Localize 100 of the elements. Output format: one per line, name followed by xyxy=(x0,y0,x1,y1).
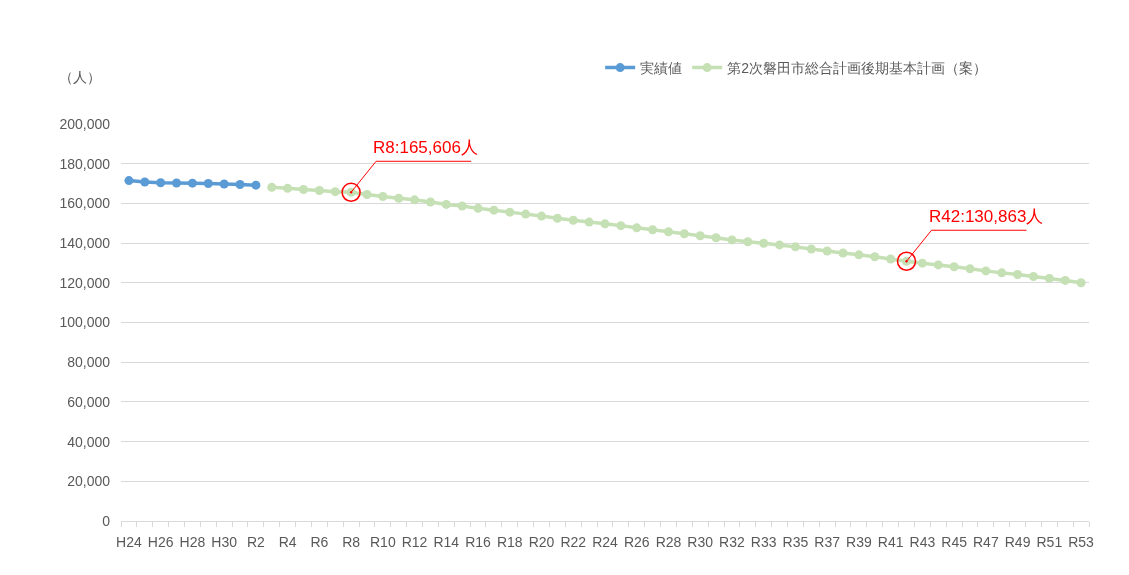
point xyxy=(981,266,991,276)
x-tick-label: H30 xyxy=(211,533,238,550)
point xyxy=(489,205,499,215)
point xyxy=(267,182,277,192)
x-tick-label: R28 xyxy=(655,533,682,550)
x-tick-label: R47 xyxy=(973,533,999,550)
point xyxy=(552,213,562,223)
point xyxy=(235,180,245,190)
point xyxy=(632,223,642,233)
point xyxy=(457,201,467,211)
point xyxy=(298,185,308,195)
point xyxy=(648,225,658,235)
x-tick-label: R32 xyxy=(719,533,745,550)
y-tick-label: 120,000 xyxy=(59,274,111,291)
x-tick-label: R10 xyxy=(370,533,396,550)
legend-label: 実績値 xyxy=(640,60,683,77)
point xyxy=(743,237,753,247)
point xyxy=(330,187,340,197)
x-tick-label: R33 xyxy=(750,533,777,550)
point xyxy=(1076,278,1086,288)
y-tick-label: 80,000 xyxy=(67,354,111,371)
point xyxy=(473,203,483,213)
point xyxy=(505,207,515,217)
x-tick-label: R41 xyxy=(877,533,904,550)
point xyxy=(1028,271,1038,281)
point xyxy=(838,248,848,258)
point xyxy=(1044,273,1054,283)
point xyxy=(314,186,324,195)
point xyxy=(378,191,388,201)
x-tick-label: R8 xyxy=(342,533,361,550)
point xyxy=(568,215,578,225)
x-tick-label: H28 xyxy=(179,533,206,550)
point xyxy=(949,262,959,272)
point xyxy=(600,219,610,229)
x-tick-label: R39 xyxy=(846,533,872,550)
point xyxy=(1060,275,1070,285)
point xyxy=(711,233,721,243)
point xyxy=(1013,269,1023,279)
point xyxy=(124,176,134,186)
point xyxy=(933,260,943,270)
legend-label: 第2次磐田市総合計画後期基本計画（案） xyxy=(727,60,987,77)
x-tick-label: H24 xyxy=(116,533,142,550)
point xyxy=(806,244,816,254)
point xyxy=(251,180,261,190)
point xyxy=(854,250,864,260)
point xyxy=(663,227,673,237)
point xyxy=(917,258,927,268)
x-tick-label: R51 xyxy=(1036,533,1063,550)
x-tick-label: R30 xyxy=(687,533,714,550)
point xyxy=(886,254,896,264)
x-tick-label: R4 xyxy=(278,533,297,550)
point xyxy=(896,251,917,271)
point xyxy=(870,252,880,262)
point xyxy=(187,178,197,188)
x-tick-label: R18 xyxy=(496,533,523,550)
x-tick-label: R53 xyxy=(1068,533,1095,550)
x-tick-label: R24 xyxy=(592,533,619,550)
point xyxy=(521,209,531,219)
point xyxy=(341,182,361,203)
point xyxy=(203,179,213,189)
x-tick-label: R49 xyxy=(1004,533,1031,550)
point xyxy=(775,240,785,250)
point xyxy=(425,197,435,207)
x-tick-label: R14 xyxy=(433,533,460,550)
x-tick-label: H26 xyxy=(147,533,174,550)
y-tick-label: 20,000 xyxy=(67,473,111,490)
y-tick-label: 40,000 xyxy=(67,433,111,450)
point xyxy=(172,178,182,188)
point xyxy=(616,221,626,231)
point xyxy=(679,229,689,239)
y-tick-label: 140,000 xyxy=(59,235,111,251)
point xyxy=(140,177,150,187)
point xyxy=(537,211,547,221)
y-tick-label: 100,000 xyxy=(59,314,111,331)
y-tick-label: 160,000 xyxy=(59,195,111,212)
point xyxy=(727,235,737,245)
y-tick-label: 180,000 xyxy=(59,155,111,172)
y-tick-label: 60,000 xyxy=(67,393,111,410)
y-tick-label: 200,000 xyxy=(59,115,111,132)
point xyxy=(997,268,1007,278)
x-tick-label: R22 xyxy=(560,533,587,550)
x-tick-label: R12 xyxy=(401,533,428,550)
x-tick-label: R20 xyxy=(528,533,555,550)
point xyxy=(790,242,800,252)
x-tick-label: R16 xyxy=(465,533,492,550)
data-label: R8:165,606人 xyxy=(373,138,478,157)
point xyxy=(410,195,420,205)
point xyxy=(441,199,451,209)
y-tick-label: 0 xyxy=(102,512,111,529)
point xyxy=(394,193,404,203)
point xyxy=(362,189,372,199)
point xyxy=(219,179,229,189)
y-axis-title: （人） xyxy=(59,69,101,85)
point xyxy=(156,178,166,188)
x-tick-label: R37 xyxy=(814,533,841,550)
point xyxy=(759,238,769,248)
x-tick-label: R45 xyxy=(941,533,968,550)
x-tick-label: R35 xyxy=(782,533,809,550)
x-tick-label: R43 xyxy=(909,533,936,550)
x-tick-label: R2 xyxy=(246,533,266,550)
